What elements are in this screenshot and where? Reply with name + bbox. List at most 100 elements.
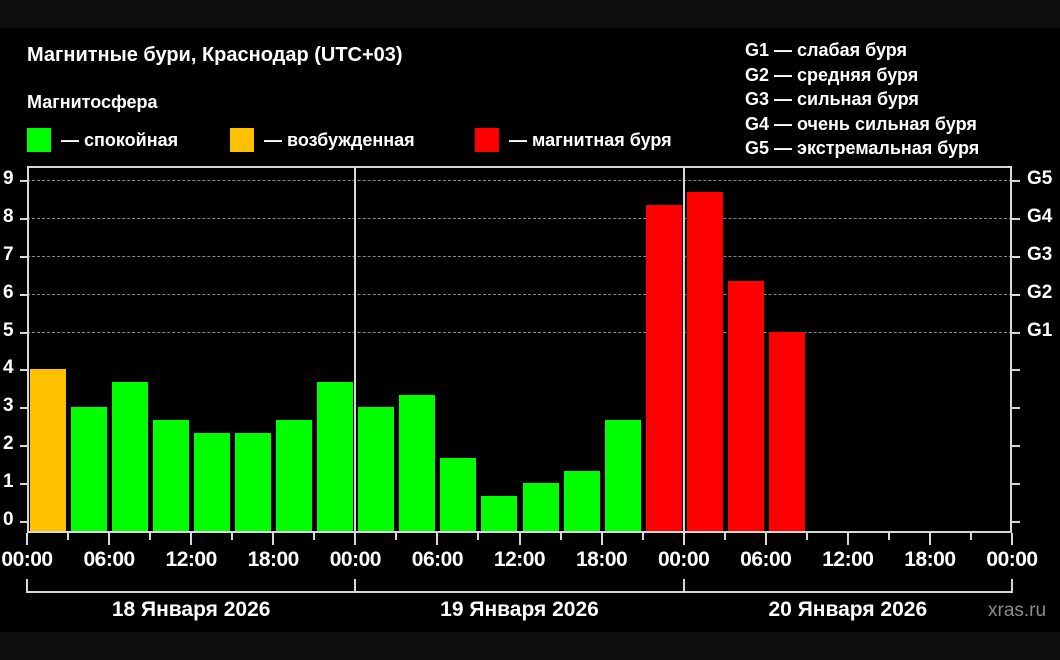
x-tick-mark <box>518 533 521 545</box>
x-tick-mark <box>272 533 275 545</box>
y-tick-mark <box>20 293 27 296</box>
bar <box>727 281 764 533</box>
y-tick-label: 8 <box>3 205 14 227</box>
legend-swatch-orange <box>230 128 254 152</box>
g-tick-label: G1 <box>1027 319 1053 341</box>
y-tick-mark <box>20 255 27 258</box>
day-bracket-tick <box>1011 579 1013 593</box>
right-tick-mark <box>1012 179 1020 182</box>
bar <box>112 381 149 533</box>
x-tick-mark <box>764 533 767 545</box>
legend-quiet: — спокойная <box>27 128 178 152</box>
day-label: 20 Января 2026 <box>768 598 928 621</box>
legend-storm: — магнитная буря <box>475 128 672 152</box>
x-tick-label: 00:00 <box>1 548 53 571</box>
x-tick-mark <box>26 533 28 545</box>
x-tick-label: 12:00 <box>822 548 874 571</box>
grid-line <box>27 255 1012 257</box>
x-tick-label: 00:00 <box>658 548 710 571</box>
day-bracket <box>27 591 1012 593</box>
y-tick-mark <box>20 217 27 220</box>
x-tick-label: 06:00 <box>411 548 464 571</box>
x-tick-mark <box>395 533 398 540</box>
y-tick-label: 0 <box>3 509 14 530</box>
x-tick-label: 18:00 <box>575 548 628 571</box>
x-tick-mark <box>231 533 234 540</box>
bar <box>71 407 108 533</box>
bar <box>235 432 272 533</box>
g-legend-item: G2 — средняя буря <box>745 64 919 85</box>
right-tick-mark <box>1012 331 1020 334</box>
legend-active: — возбужденная <box>230 128 415 152</box>
y-tick-label: 3 <box>3 395 14 417</box>
x-tick-mark <box>887 533 890 540</box>
g-legend-item: G5 — экстремальная буря <box>745 138 980 158</box>
x-tick-mark <box>108 533 111 545</box>
y-tick-label: 7 <box>3 243 14 265</box>
x-tick-label: 12:00 <box>165 548 218 571</box>
x-tick-mark <box>805 533 808 540</box>
bar <box>604 419 641 533</box>
bar <box>481 495 518 533</box>
x-tick-mark <box>600 533 603 545</box>
watermark: xras.ru <box>988 600 1047 621</box>
x-tick-label: 00:00 <box>329 548 382 571</box>
day-separator <box>354 166 357 533</box>
bar <box>358 407 395 533</box>
day-label: 18 Января 2026 <box>111 598 271 621</box>
chart-subtitle: Магнитосфера <box>27 92 158 112</box>
right-tick-mark <box>1012 407 1020 410</box>
grid-line <box>27 217 1012 219</box>
x-tick-mark <box>723 533 726 540</box>
bar <box>440 457 477 533</box>
g-legend-item: G1 — слабая буря <box>745 40 908 60</box>
y-tick-mark <box>20 407 27 410</box>
bar <box>645 205 682 533</box>
day-bracket-tick <box>26 579 28 593</box>
x-tick-mark <box>928 533 931 545</box>
y-tick-label: 5 <box>3 319 14 341</box>
x-tick-mark <box>969 533 972 540</box>
y-tick-label: 4 <box>3 357 14 379</box>
bar <box>276 419 313 533</box>
legend-label: — магнитная буря <box>509 129 672 150</box>
x-tick-mark <box>313 533 316 540</box>
right-tick-mark <box>1012 369 1020 372</box>
right-tick-mark <box>1012 217 1020 220</box>
x-tick-mark <box>559 533 562 540</box>
right-tick-mark <box>1012 255 1020 258</box>
x-tick-mark <box>641 533 644 540</box>
y-tick-label: 9 <box>3 167 14 189</box>
right-tick-mark <box>1012 521 1020 523</box>
g-legend-item: G4 — очень сильная буря <box>745 113 977 134</box>
bar <box>768 331 805 533</box>
day-bracket-tick <box>682 579 685 593</box>
g-tick-label: G2 <box>1027 281 1053 303</box>
grid-line <box>27 179 1012 181</box>
bar <box>399 394 436 533</box>
x-tick-mark <box>477 533 480 540</box>
x-tick-label: 06:00 <box>83 548 135 571</box>
x-tick-label: 12:00 <box>493 548 546 571</box>
y-tick-mark <box>20 369 27 372</box>
right-tick-mark <box>1012 293 1020 296</box>
day-bracket-tick <box>354 579 357 593</box>
bar <box>317 381 354 533</box>
x-tick-mark <box>682 533 685 545</box>
bar <box>153 419 190 533</box>
x-tick-mark <box>190 533 193 545</box>
bar <box>30 369 67 533</box>
chart-title: Магнитные бури, Краснодар (UTC+03) <box>27 44 403 66</box>
grid-line <box>27 331 1012 333</box>
legend-label: — спокойная <box>61 129 179 150</box>
x-tick-mark <box>354 533 357 545</box>
y-tick-label: 1 <box>3 471 14 493</box>
legend-swatch-red <box>475 128 499 152</box>
g-scale-legend: G1 — слабая буря G2 — средняя буря G3 — … <box>745 38 979 161</box>
x-tick-label: 18:00 <box>247 548 300 571</box>
bottom-band <box>0 632 1060 660</box>
x-tick-mark <box>149 533 152 540</box>
x-tick-mark <box>846 533 849 545</box>
x-tick-label: 18:00 <box>904 548 956 571</box>
bar <box>563 470 600 533</box>
